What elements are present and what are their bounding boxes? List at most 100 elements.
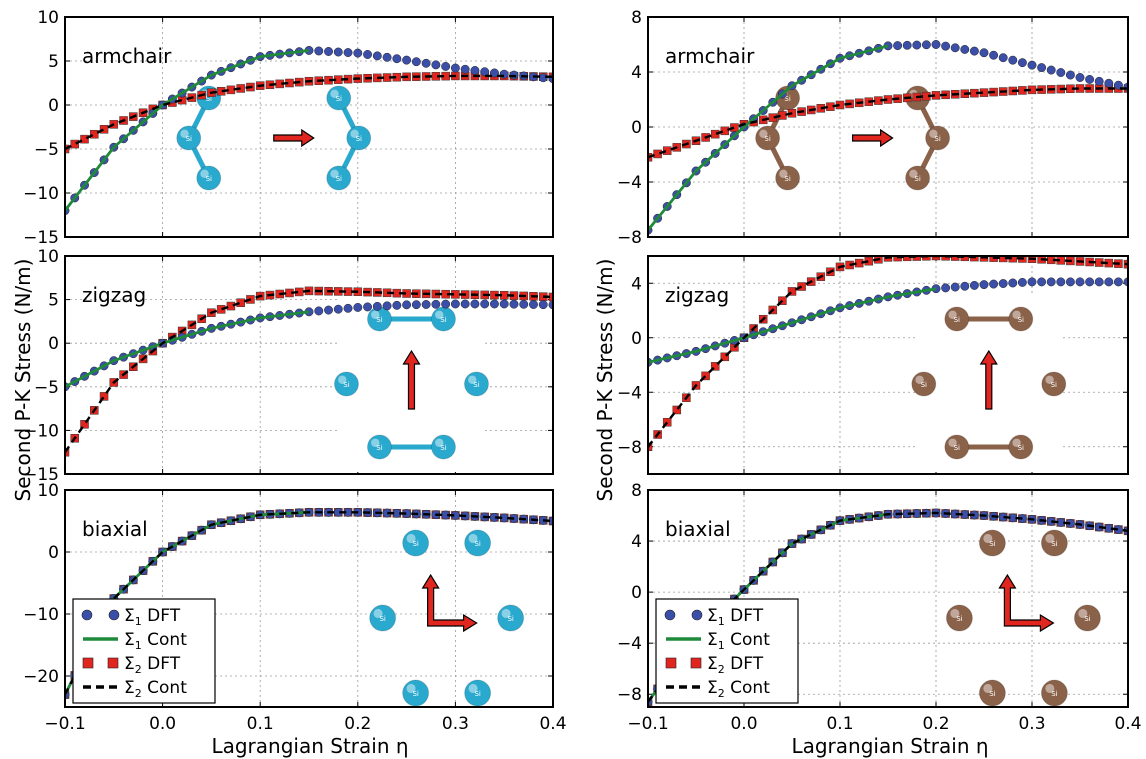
inset-atom-label: Si [914, 175, 920, 183]
panel-left-armchair: 10 5 0 −5 −10 −15 Si Si Si Si Si Si armchair [23, 8, 554, 248]
ytick-label: −4 [617, 173, 642, 193]
inset-arrow-up [979, 349, 998, 410]
point-sigma2-dft [99, 125, 109, 134]
legend-marker-sigma1-dft [691, 609, 703, 621]
ytick-label: 8 [631, 481, 642, 501]
line-sigma2-cont [65, 511, 553, 696]
inset-atom-label: Si [1051, 381, 1057, 389]
point-sigma2-dft [662, 417, 672, 427]
point-sigma1-dft [1075, 73, 1085, 82]
panel-right-zigzag: 4 0 −4 −8 Si Si Si Si Si Si zigzag [617, 255, 1129, 475]
xtick-label: 0.0 [149, 714, 176, 734]
inset-atom [176, 125, 202, 151]
inset-atom-highlight [948, 310, 957, 319]
point-sigma1-dft [1123, 277, 1128, 287]
inset-atom-highlight [1045, 683, 1055, 694]
inset-atom-highlight [406, 533, 416, 544]
point-sigma2-dft [216, 305, 226, 314]
panel-label: armchair [82, 44, 172, 68]
ytick-label: 5 [48, 291, 59, 311]
panel-label: biaxial [82, 517, 148, 541]
inset-atom-label: Si [1051, 540, 1057, 548]
point-sigma1-dft [450, 63, 460, 73]
inset-atom-label: Si [474, 540, 480, 548]
inset-atom-label: Si [989, 540, 995, 548]
ytick-label: 4 [631, 532, 642, 552]
ytick-label: −20 [23, 667, 59, 687]
inset-atom-label: Si [921, 381, 927, 389]
line-sigma1-cont [648, 287, 937, 364]
inset-atom-label: Si [956, 615, 962, 623]
xtick-label: 0.2 [344, 714, 371, 734]
inset-atom-highlight [371, 310, 380, 319]
point-sigma2-dft [226, 301, 236, 311]
legend-marker-sigma2-dft [82, 657, 94, 669]
point-sigma1-dft [431, 299, 441, 309]
inset-atom-highlight [1045, 375, 1054, 384]
point-sigma2-dft [710, 129, 720, 139]
point-sigma1-dft [353, 302, 363, 312]
ytick-label: 0 [631, 329, 642, 349]
point-sigma1-dft [314, 306, 324, 316]
inset-atom [1073, 604, 1101, 632]
inset-atom [346, 125, 372, 151]
point-sigma1-dft [392, 54, 402, 64]
inset-atom-label: Si [440, 444, 446, 452]
point-sigma1-dft [353, 48, 363, 58]
point-sigma1-dft [441, 299, 451, 309]
point-sigma2-dft [99, 392, 109, 401]
xtick-label: 0.4 [539, 714, 566, 734]
ytick-label: −15 [23, 228, 59, 248]
inset-atom-highlight [1012, 310, 1021, 319]
inset-atom-label: Si [1018, 316, 1024, 324]
ytick-label: 4 [631, 63, 642, 83]
inset-atom-label: Si [934, 135, 940, 143]
xtick-label: −0.1 [44, 714, 85, 734]
inset-atom-label: Si [784, 95, 790, 103]
inset-atom-highlight [200, 169, 209, 178]
inset-arrow-right [852, 128, 894, 148]
point-sigma1-dft [969, 280, 979, 290]
inset-atom [911, 371, 937, 397]
ytick-label: 10 [37, 247, 59, 267]
point-sigma1-dft [960, 281, 970, 291]
point-sigma2-dft [80, 134, 89, 144]
inset-atom-highlight [909, 169, 918, 178]
point-sigma1-dft [1027, 277, 1037, 287]
legend-marker-sigma2-dft [107, 657, 119, 669]
point-sigma1-dft [470, 66, 480, 75]
point-sigma1-dft [372, 51, 382, 61]
inset-atom-label: Si [989, 690, 995, 698]
point-sigma2-dft [90, 129, 99, 139]
point-sigma1-dft [960, 45, 970, 54]
point-sigma1-dft [912, 40, 922, 50]
xlabel-left-text: Lagrangian Strain η [211, 734, 408, 758]
ytick-label: −4 [617, 634, 642, 654]
inset-biaxial: Si Si Si Si Si Si [369, 529, 525, 707]
inset-atom [463, 371, 489, 397]
point-sigma1-dft [989, 50, 999, 60]
inset-atom-label: Si [379, 615, 385, 623]
point-sigma1-dft [1056, 277, 1066, 287]
inset-atom-highlight [1045, 533, 1055, 544]
panel-frame [64, 16, 554, 238]
point-sigma1-dft [324, 47, 333, 56]
point-sigma1-dft [989, 279, 999, 289]
inset-atom [905, 165, 931, 191]
inset-atom [1040, 529, 1068, 557]
point-sigma1-dft [333, 47, 343, 57]
inset-atom-label: Si [186, 135, 192, 143]
point-sigma1-dft [519, 299, 529, 309]
inset-atom-label: Si [954, 444, 960, 452]
legend-label: Σ1 DFT [124, 606, 181, 628]
point-sigma1-dft [979, 48, 989, 58]
xtick-label: 0.2 [922, 714, 949, 734]
inset-atom-label: Si [473, 381, 479, 389]
point-sigma1-dft [499, 299, 509, 309]
legend-label: Σ1 Cont [124, 630, 187, 652]
inset-atom-label: Si [336, 95, 342, 103]
inset-atom-label: Si [336, 175, 342, 183]
inset-atom-highlight [983, 683, 993, 694]
